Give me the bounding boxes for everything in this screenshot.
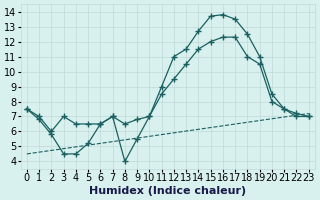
X-axis label: Humidex (Indice chaleur): Humidex (Indice chaleur) — [89, 186, 246, 196]
